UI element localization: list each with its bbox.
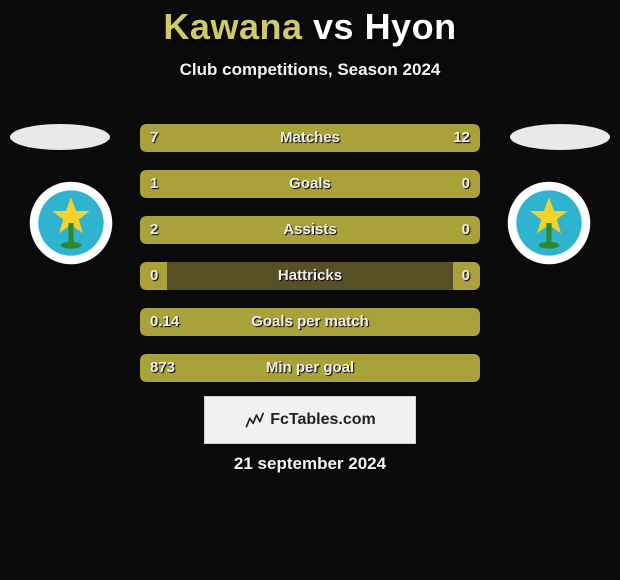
subtitle: Club competitions, Season 2024 xyxy=(0,60,620,80)
stat-value-player2: 0 xyxy=(452,262,480,290)
stat-row-matches: 7 12 Matches xyxy=(140,124,480,152)
bar-segment-player1 xyxy=(140,216,405,244)
team1-crest xyxy=(28,180,114,266)
brand-box[interactable]: FcTables.com xyxy=(204,396,416,444)
stat-row-goals: 1 0 Goals xyxy=(140,170,480,198)
stat-label: Hattricks xyxy=(278,262,342,290)
team1-crest-icon xyxy=(28,180,114,266)
player1-photo-placeholder xyxy=(10,124,110,150)
page-title: Kawana vs Hyon xyxy=(0,0,620,48)
stat-value-player2: 12 xyxy=(443,124,480,152)
brand-text: FcTables.com xyxy=(270,411,376,429)
comparison-bars: 7 12 Matches 1 0 Goals 2 0 Assists 0 0 Hattricks 0.1… xyxy=(140,124,480,400)
footer-date: 21 september 2024 xyxy=(234,454,386,474)
stat-value-player1: 0.14 xyxy=(140,308,189,336)
stat-label: Goals xyxy=(289,170,331,198)
player2-name: Hyon xyxy=(365,6,457,47)
stat-label: Assists xyxy=(283,216,336,244)
stat-value-player2: 0 xyxy=(452,170,480,198)
team2-crest xyxy=(506,180,592,266)
stat-label: Matches xyxy=(280,124,340,152)
player1-name: Kawana xyxy=(163,6,302,47)
stat-row-min-per-goal: 873 Min per goal xyxy=(140,354,480,382)
stat-value-player1: 2 xyxy=(140,216,168,244)
stat-row-goals-per-match: 0.14 Goals per match xyxy=(140,308,480,336)
stat-value-player2: 0 xyxy=(452,216,480,244)
vs-text: vs xyxy=(313,6,354,47)
stat-value-player1: 7 xyxy=(140,124,168,152)
player2-photo-placeholder xyxy=(510,124,610,150)
stat-value-player1: 0 xyxy=(140,262,168,290)
stat-value-player1: 1 xyxy=(140,170,168,198)
bar-segment-player1 xyxy=(140,170,405,198)
stat-label: Goals per match xyxy=(251,308,369,336)
brand-logo-icon xyxy=(244,410,264,430)
team2-crest-icon xyxy=(506,180,592,266)
stat-label: Min per goal xyxy=(266,354,354,382)
stat-value-player1: 873 xyxy=(140,354,185,382)
stat-row-hattricks: 0 0 Hattricks xyxy=(140,262,480,290)
stat-row-assists: 2 0 Assists xyxy=(140,216,480,244)
